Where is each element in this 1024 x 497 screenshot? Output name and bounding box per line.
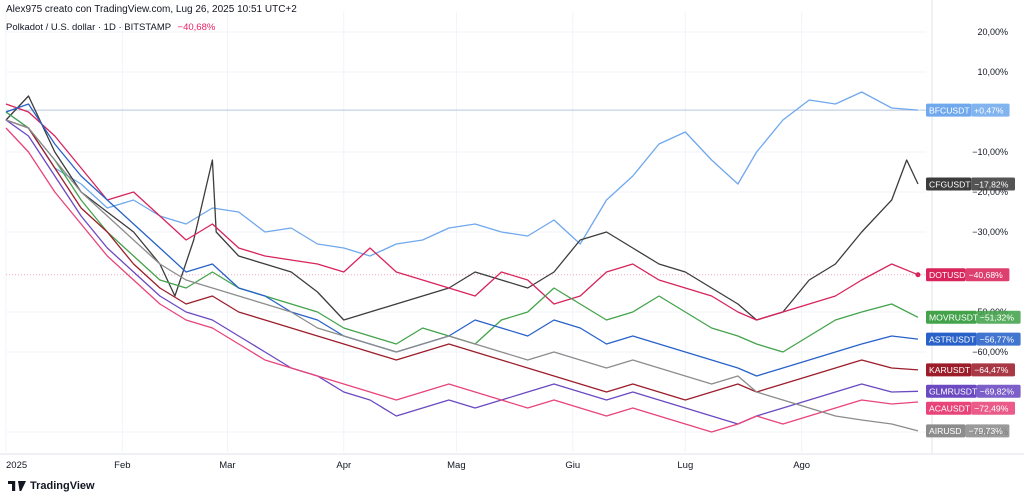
series-label-value: −56,77% [980,334,1015,344]
series-label-value: +0,47% [974,105,1004,115]
series-label-value: −64,47% [974,365,1009,375]
series-label-name: GLMRUSDT [929,387,978,397]
series-label-name: MOVRUSDT [929,313,979,323]
x-tick-label: Feb [114,460,130,471]
x-tick-label: Apr [336,460,351,471]
series-label-name: DOTUSD [929,270,965,280]
chart-attribution: Alex975 creato con TradingView.com, Lug … [6,4,297,15]
tradingview-logo: TradingView [8,480,95,492]
series-line-dotusd [5,103,919,321]
chart-legend: Polkadot / U.S. dollar · 1D · BITSTAMP −… [6,22,215,33]
series-label-glmrusdt: GLMRUSDT −69,82% [926,384,1021,398]
series-label-bfcusdt: BFCUSDT +0,47% [926,103,1010,117]
x-tick-label: Giu [565,460,580,471]
series-label-name: BFCUSDT [929,105,970,115]
series-label-value: −51,32% [980,313,1015,323]
series-label-movrusdt: MOVRUSDT −51,32% [926,310,1021,324]
series-label-dotusd: DOTUSD −40,68% [926,268,1010,282]
series-label-name: ASTRUSDT [929,334,976,344]
series-line-karusdt [5,119,919,401]
series-line-bfcusdt [5,91,919,257]
y-tick-label: −60,00% [972,347,1008,357]
series-label-value: −72,49% [974,404,1009,414]
x-tick-label: Mag [447,460,465,471]
series-label-name: CFGUSDT [929,179,971,189]
series-label-cfgusdt: CFGUSDT −17,82% [926,177,1015,191]
x-tick-label: Lug [677,460,693,471]
series-line-airusd [5,119,919,432]
series-line-acausdt [5,127,919,433]
series-line-astrusdt [5,103,919,377]
y-tick-label: 20,00% [977,27,1008,37]
series-label-value: −40,68% [969,270,1004,280]
series-label-name: KARUSDT [929,365,971,375]
legend-change: −40,68% [177,22,216,33]
x-tick-label: Mar [219,460,235,471]
legend-title: Polkadot / U.S. dollar · 1D · BITSTAMP [6,22,171,33]
series-line-cfgusdt [5,95,919,321]
series-label-astrusdt: ASTRUSDT −56,77% [926,332,1021,346]
brand-label: TradingView [30,480,95,492]
y-tick-label: −20,00% [972,187,1008,197]
series-label-name: ACAUSDT [929,404,971,414]
series-label-acausdt: ACAUSDT −72,49% [926,401,1015,415]
series-label-karusdt: KARUSDT −64,47% [926,363,1015,377]
x-tick-label: 2025 [6,460,27,471]
x-tick-label: Ago [793,460,810,471]
series-label-value: −79,73% [969,426,1004,436]
series-label-value: −17,82% [974,179,1009,189]
y-tick-label: −30,00% [972,227,1008,237]
series-line-glmrusdt [5,119,919,425]
y-tick-label: 10,00% [977,67,1008,77]
series-label-airusd: AIRUSD −79,73% [926,424,1010,438]
series-label-name: AIRUSD [929,426,961,436]
y-tick-label: −10,00% [972,147,1008,157]
series-label-value: −69,82% [980,387,1015,397]
dotusd-last-point [915,272,921,278]
